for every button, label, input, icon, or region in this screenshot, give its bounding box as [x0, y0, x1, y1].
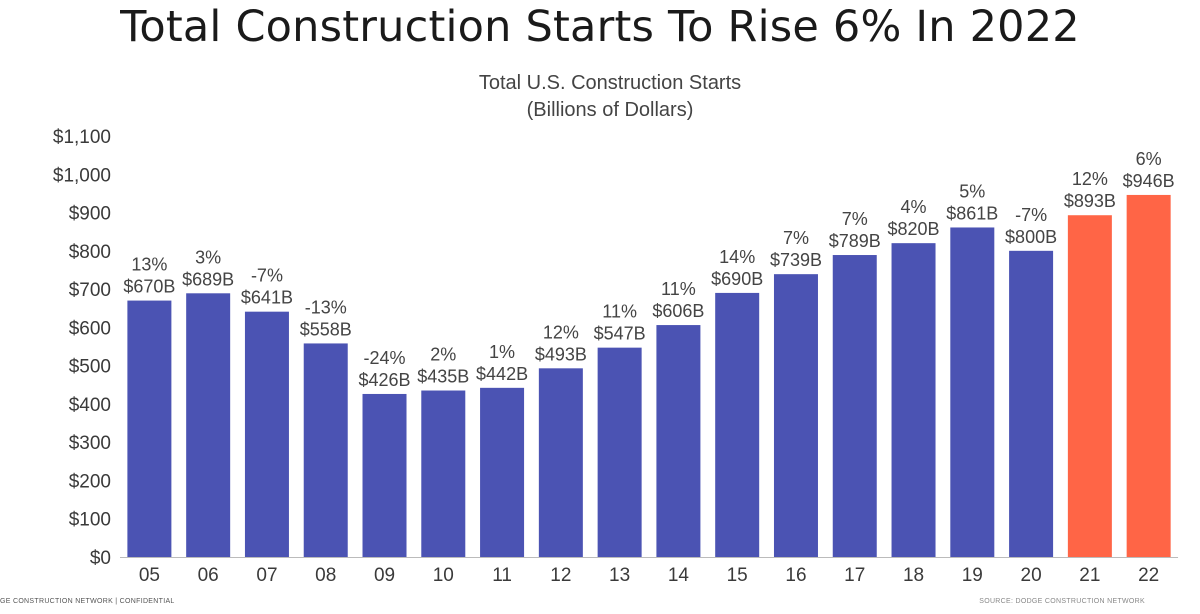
bar: [832, 255, 877, 557]
forecast-bar: [1067, 215, 1112, 557]
x-tick-label: 21: [1079, 565, 1100, 586]
x-tick-label: 14: [668, 565, 690, 586]
chart-title: Total U.S. Construction Starts: [478, 72, 742, 94]
x-tick-label: 13: [609, 565, 630, 586]
y-tick-label: $0: [90, 548, 111, 569]
pct-change-label: 13%: [131, 255, 167, 275]
footer-left: GE CONSTRUCTION NETWORK | CONFIDENTIAL: [0, 598, 175, 605]
x-tick-label: 10: [433, 565, 454, 586]
bar: [186, 293, 231, 557]
pct-change-label: 14%: [719, 247, 755, 267]
pct-change-label: 7%: [842, 209, 868, 229]
value-label: $789B: [829, 231, 881, 251]
forecast-bar: [1126, 194, 1171, 557]
pct-change-label: 11%: [602, 302, 637, 322]
value-label: $670B: [123, 277, 175, 297]
bar: [538, 368, 583, 557]
x-tick-label: 09: [374, 565, 395, 586]
chart-subtitle: (Billions of Dollars): [526, 99, 694, 121]
x-tick-label: 22: [1138, 565, 1159, 586]
pct-change-label: -13%: [305, 297, 347, 317]
bar: [127, 300, 172, 557]
y-tick-label: $600: [69, 318, 111, 339]
y-tick-label: $1,000: [53, 165, 111, 186]
footer-source: SOURCE: DODGE CONSTRUCTION NETWORK: [979, 598, 1145, 605]
value-label: $690B: [711, 269, 763, 289]
y-tick-label: $400: [69, 395, 111, 416]
x-tick-label: 19: [962, 565, 983, 586]
value-label: $800B: [1005, 227, 1057, 247]
pct-change-label: 7%: [783, 228, 809, 248]
bar: [715, 292, 760, 557]
x-tick-label: 08: [315, 565, 336, 586]
chart-title-block: Total U.S. Construction Starts (Billions…: [410, 70, 810, 124]
pct-change-label: 5%: [959, 181, 985, 201]
value-label: $820B: [887, 219, 939, 239]
value-label: $893B: [1064, 191, 1116, 211]
bar: [1009, 250, 1054, 557]
pct-change-label: 3%: [195, 247, 221, 267]
value-label: $861B: [946, 203, 998, 223]
pct-change-label: -24%: [363, 348, 405, 368]
x-tick-label: 18: [903, 565, 924, 586]
y-tick-label: $100: [69, 510, 111, 531]
y-tick-label: $500: [69, 357, 111, 378]
pct-change-label: -7%: [1015, 205, 1047, 225]
y-tick-label: $1,100: [53, 127, 111, 148]
value-label: $739B: [770, 250, 822, 270]
value-label: $493B: [535, 344, 587, 364]
bar: [362, 393, 407, 557]
bar: [597, 347, 642, 557]
value-label: $606B: [652, 301, 704, 321]
x-tick-label: 06: [198, 565, 219, 586]
pct-change-label: 2%: [430, 345, 456, 365]
x-tick-label: 07: [256, 565, 277, 586]
bar: [891, 243, 936, 557]
x-tick-label: 15: [727, 565, 748, 586]
bar-chart: $0 $100 $200 $300 $400 $500 $600 $700 $800 $900 $1…: [53, 127, 1179, 586]
y-tick-label: $200: [69, 471, 111, 492]
x-tick-label: 05: [139, 565, 160, 586]
pct-change-label: 12%: [543, 322, 579, 342]
bar: [480, 387, 525, 557]
pct-change-label: 11%: [661, 279, 696, 299]
value-label: $558B: [300, 319, 352, 339]
y-tick-label: $900: [69, 204, 111, 225]
pct-change-label: 6%: [1136, 149, 1162, 169]
pct-change-label: -7%: [251, 266, 283, 286]
bar: [244, 311, 289, 557]
pct-change-label: 1%: [489, 342, 515, 362]
bar: [950, 227, 995, 558]
x-tick-label: 20: [1021, 565, 1042, 586]
bar: [773, 274, 818, 557]
y-tick-label: $700: [69, 280, 111, 301]
value-label: $442B: [476, 364, 528, 384]
pct-change-label: 12%: [1072, 169, 1108, 189]
value-label: $435B: [417, 367, 469, 387]
x-tick-label: 11: [492, 565, 512, 586]
x-tick-label: 12: [550, 565, 571, 586]
value-label: $426B: [358, 370, 410, 390]
x-tick-label: 17: [844, 565, 865, 586]
value-label: $946B: [1123, 171, 1175, 191]
pct-change-label: 4%: [901, 197, 927, 217]
bar: [656, 325, 701, 557]
bar: [421, 390, 466, 557]
y-tick-label: $800: [69, 242, 111, 263]
bar: [303, 343, 348, 557]
slide-title: Total Construction Starts To Rise 6% In …: [120, 2, 1080, 52]
value-label: $641B: [241, 288, 293, 308]
value-label: $689B: [182, 269, 234, 289]
y-tick-label: $300: [69, 433, 111, 454]
x-tick-label: 16: [785, 565, 806, 586]
value-label: $547B: [594, 324, 646, 344]
